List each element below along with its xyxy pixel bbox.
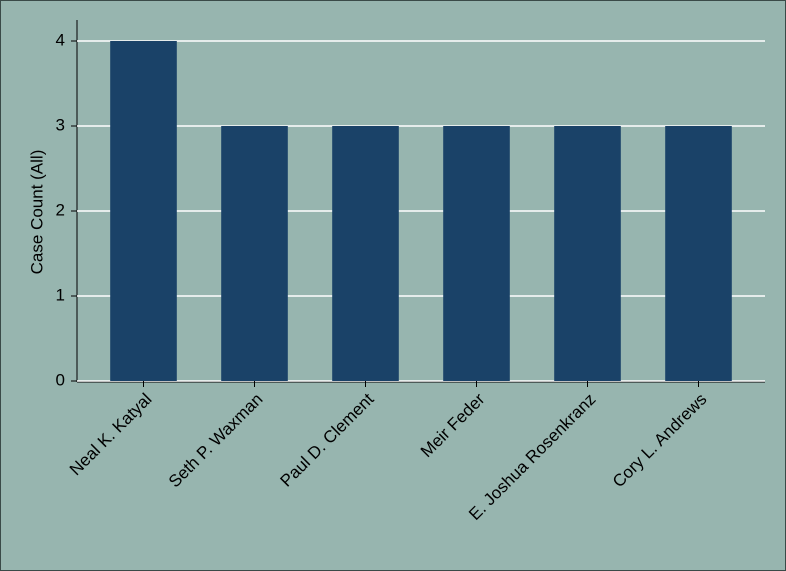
bar	[665, 126, 732, 381]
y-tick-label: 0	[56, 370, 65, 389]
bar	[221, 126, 288, 381]
y-tick-label: 2	[56, 200, 65, 219]
y-tick-label: 3	[56, 115, 65, 134]
bar	[443, 126, 510, 381]
bar	[554, 126, 621, 381]
bar	[110, 41, 177, 381]
y-axis-label: Case Count (All)	[27, 150, 46, 275]
y-tick-label: 4	[56, 30, 65, 49]
bar	[332, 126, 399, 381]
y-tick-label: 1	[56, 285, 65, 304]
